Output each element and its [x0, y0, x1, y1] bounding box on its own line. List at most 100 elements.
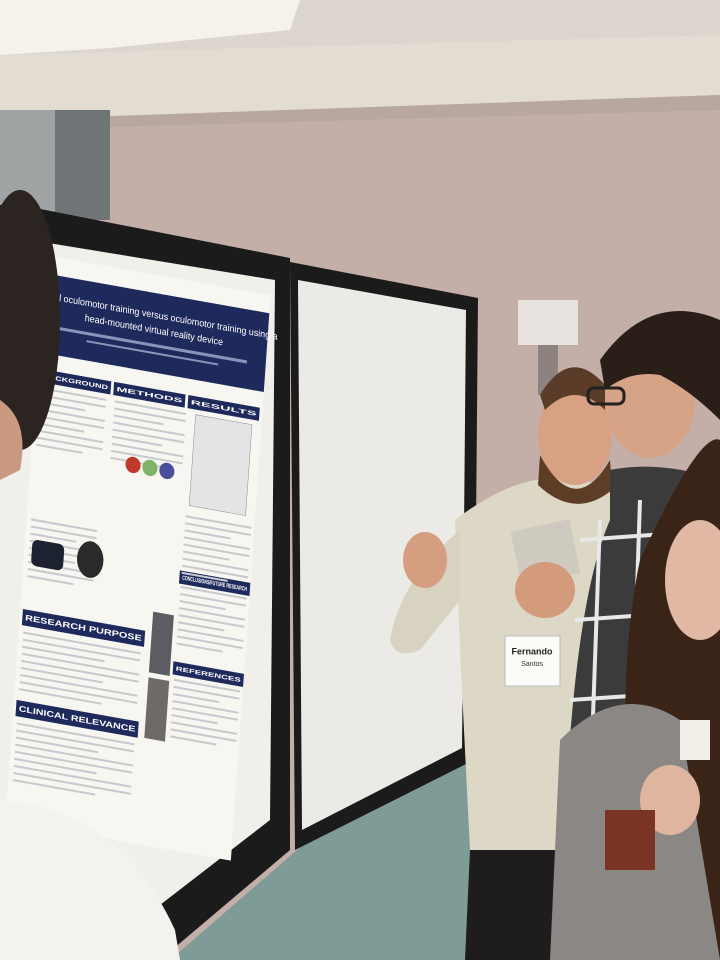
text-line — [182, 557, 249, 572]
author-line — [86, 340, 219, 366]
vr-headset-image — [31, 540, 65, 571]
text-line — [40, 387, 107, 401]
section-header — [113, 381, 186, 408]
text-line — [185, 522, 251, 536]
text-line — [15, 736, 99, 754]
presenter-face — [538, 385, 612, 485]
poster-photo — [148, 611, 174, 676]
text-line — [183, 543, 250, 558]
text-line — [20, 666, 104, 684]
text-line — [12, 779, 96, 796]
person-ear — [0, 400, 23, 480]
text-line — [39, 401, 86, 412]
text-line — [30, 532, 77, 543]
text-line — [19, 681, 138, 704]
section-header — [187, 395, 260, 421]
glasses — [586, 386, 626, 406]
text-line — [170, 735, 217, 746]
text-line — [16, 729, 134, 753]
text-line — [178, 614, 245, 628]
diagram-circle — [159, 462, 175, 480]
text-line — [181, 571, 228, 582]
vr-headset-image — [76, 541, 104, 578]
section-header — [38, 368, 112, 395]
text-line — [185, 515, 252, 529]
man-hair — [600, 311, 720, 420]
text-line — [39, 394, 106, 408]
second-board — [298, 280, 466, 830]
diagram-circle — [142, 459, 158, 477]
soffit-shadow — [0, 95, 720, 130]
text-line — [171, 721, 237, 735]
section-header — [21, 609, 146, 647]
text-line — [14, 750, 133, 774]
text-line — [180, 592, 246, 607]
text-line — [171, 714, 218, 725]
text-line — [37, 422, 85, 433]
scarf — [605, 810, 655, 870]
wall-sconce — [518, 300, 578, 345]
text-line — [16, 722, 135, 746]
text-line — [112, 428, 185, 444]
text-line — [179, 600, 226, 611]
text-line — [176, 642, 223, 653]
soffit — [0, 35, 720, 120]
text-line — [114, 400, 187, 416]
text-line — [112, 435, 163, 447]
text-line — [172, 700, 239, 714]
text-line — [36, 436, 103, 451]
text-line — [183, 550, 230, 561]
text-line — [173, 685, 240, 700]
section-header — [178, 570, 251, 597]
text-line — [36, 443, 83, 454]
text-line — [21, 659, 139, 683]
poster: Clinical oculomotor training versus ocul… — [5, 255, 279, 861]
text-line — [113, 421, 185, 437]
badge-first-name: Fernando — [511, 646, 553, 656]
text-line — [174, 678, 240, 693]
coffee-cup — [680, 720, 710, 760]
name-badge — [504, 635, 561, 687]
text-line — [38, 408, 105, 423]
presenter-beard — [538, 455, 612, 504]
poster-photo — [144, 677, 170, 742]
text-line — [111, 442, 184, 458]
text-line — [173, 692, 220, 704]
text-line — [37, 429, 104, 444]
woman-face — [665, 520, 720, 640]
text-line — [178, 621, 225, 632]
text-line — [177, 628, 244, 643]
text-line — [114, 407, 186, 423]
text-line — [184, 536, 250, 551]
section-header — [15, 699, 139, 738]
person-hair — [0, 190, 60, 450]
text-line — [172, 707, 238, 721]
text-line — [111, 449, 183, 465]
text-line — [170, 728, 237, 743]
text-line — [184, 529, 231, 540]
person-shirt — [0, 800, 180, 960]
text-line — [15, 743, 133, 767]
results-graph — [188, 414, 253, 516]
presenter-hand — [403, 532, 447, 588]
text-line — [38, 415, 105, 430]
pillar-shadow — [55, 110, 110, 220]
ceiling-light — [0, 0, 300, 55]
badge-last-name: Santos — [521, 661, 543, 668]
text-line — [27, 567, 94, 582]
section-header — [172, 661, 244, 687]
text-line — [22, 645, 105, 663]
text-line — [22, 638, 141, 662]
text-line — [31, 518, 98, 533]
presenter-hair — [540, 367, 605, 410]
text-line — [23, 631, 141, 655]
text-line — [27, 574, 74, 586]
text-line — [19, 688, 102, 705]
text-line — [182, 564, 248, 579]
text-line — [30, 525, 97, 540]
diagram-circle — [125, 456, 141, 474]
text-line — [13, 771, 131, 795]
text-line — [20, 673, 138, 697]
